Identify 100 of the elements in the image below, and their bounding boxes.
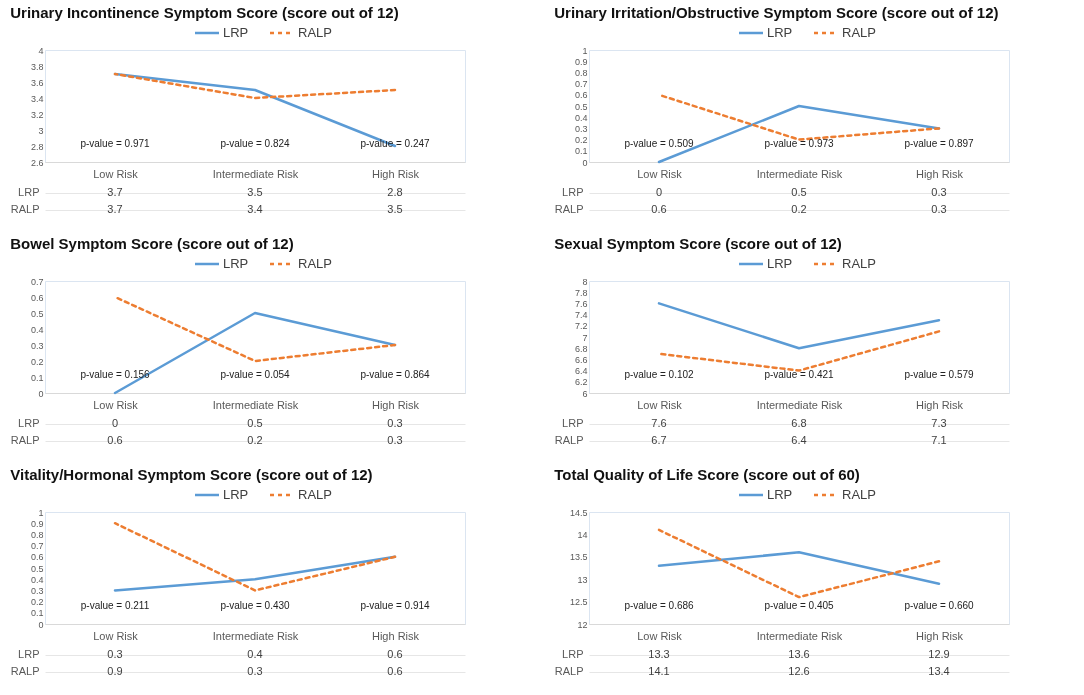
y-tick-label: 13.5 bbox=[569, 552, 588, 563]
data-label: 7.3 bbox=[931, 416, 947, 429]
y-tick-label: 7.4 bbox=[574, 310, 588, 321]
data-label: 0 bbox=[111, 416, 119, 429]
annotation: p-value = 0.211 bbox=[80, 600, 150, 611]
x-tick-label: Low Risk bbox=[637, 398, 683, 411]
text: RALP bbox=[554, 665, 584, 677]
legend-label: LRP bbox=[223, 25, 249, 40]
y-tick-label: 1 bbox=[582, 45, 588, 56]
x-tick-label: Low Risk bbox=[93, 629, 139, 642]
annotation: p-value = 0.973 bbox=[764, 138, 835, 149]
legend-label: RALP bbox=[298, 25, 332, 40]
x-tick-label: High Risk bbox=[371, 398, 420, 411]
text: RALP bbox=[10, 203, 40, 215]
y-tick-label: 12 bbox=[577, 619, 588, 630]
data-label: 0.4 bbox=[247, 647, 263, 660]
annotation: p-value = 0.421 bbox=[764, 369, 835, 380]
data-label: 6.8 bbox=[791, 416, 807, 429]
x-tick-label: High Risk bbox=[915, 629, 964, 642]
data-label: 0.5 bbox=[247, 416, 263, 429]
y-tick-label: 0.4 bbox=[574, 112, 588, 123]
y-tick-label: 6.6 bbox=[574, 354, 588, 365]
y-tick-label: 2.6 bbox=[30, 157, 44, 168]
x-tick-label: High Risk bbox=[371, 629, 420, 642]
annotation: p-value = 0.156 bbox=[80, 369, 151, 380]
text: RALP bbox=[10, 665, 40, 677]
data-label: 0.3 bbox=[931, 202, 947, 215]
data-label: 12.6 bbox=[788, 664, 810, 677]
y-tick-label: 0.6 bbox=[30, 292, 44, 303]
y-tick-label: 0.5 bbox=[30, 563, 44, 574]
x-tick-label: Intermediate Risk bbox=[212, 398, 299, 411]
x-tick-label: Intermediate Risk bbox=[756, 629, 843, 642]
x-tick-label: High Risk bbox=[915, 167, 964, 180]
x-tick-label: Intermediate Risk bbox=[212, 629, 299, 642]
annotation: p-value = 0.054 bbox=[220, 369, 291, 380]
legend-label: RALP bbox=[842, 256, 876, 271]
y-tick-label: 0.2 bbox=[574, 135, 588, 146]
legend-label: RALP bbox=[842, 25, 876, 40]
y-tick-label: 0.7 bbox=[574, 79, 588, 90]
legend-label: RALP bbox=[298, 487, 332, 502]
legend-label: LRP bbox=[223, 256, 249, 271]
chart-title: Vitality/Hormonal Symptom Score (score out of 12) bbox=[10, 466, 373, 483]
text: RALP bbox=[10, 434, 40, 446]
y-tick-label: 7.2 bbox=[574, 321, 588, 332]
y-tick-label: 7 bbox=[582, 332, 588, 343]
data-label: 13.3 bbox=[648, 647, 670, 660]
x-tick-label: Low Risk bbox=[637, 167, 683, 180]
data-label: 12.9 bbox=[928, 647, 950, 660]
data-label: 0.6 bbox=[387, 664, 403, 677]
x-tick-label: Intermediate Risk bbox=[212, 167, 299, 180]
annotation: p-value = 0.971 bbox=[80, 138, 151, 149]
y-tick-label: 0.6 bbox=[30, 552, 44, 563]
y-tick-label: 0.6 bbox=[574, 90, 588, 101]
y-tick-label: 0.2 bbox=[30, 356, 44, 367]
text: LRP bbox=[562, 648, 584, 660]
text: LRP bbox=[562, 186, 584, 198]
y-tick-label: 4 bbox=[38, 45, 44, 56]
y-tick-label: 0.9 bbox=[574, 56, 588, 67]
chart-title: Bowel Symptom Score (score out of 12) bbox=[10, 235, 294, 252]
data-label: 3.7 bbox=[107, 202, 123, 215]
y-tick-label: 0.2 bbox=[30, 597, 44, 608]
data-label: 3.5 bbox=[387, 202, 403, 215]
legend-label: RALP bbox=[842, 487, 876, 502]
y-tick-label: 0.4 bbox=[30, 324, 44, 335]
annotation: p-value = 0.686 bbox=[624, 600, 695, 611]
data-label: 3.5 bbox=[247, 185, 263, 198]
x-tick-label: High Risk bbox=[915, 398, 964, 411]
y-tick-label: 3.4 bbox=[30, 93, 44, 104]
y-tick-label: 0.9 bbox=[30, 518, 44, 529]
y-tick-label: 6.2 bbox=[574, 377, 588, 388]
text: RALP bbox=[554, 203, 584, 215]
x-tick-label: Low Risk bbox=[93, 167, 139, 180]
chart-title: Sexual Symptom Score (score out of 12) bbox=[554, 235, 842, 252]
y-tick-label: 0.1 bbox=[30, 372, 44, 383]
x-tick-label: Intermediate Risk bbox=[756, 167, 843, 180]
data-label: 0.2 bbox=[791, 202, 807, 215]
data-label: 7.1 bbox=[931, 433, 947, 446]
text: LRP bbox=[562, 417, 584, 429]
text: LRP bbox=[18, 648, 40, 660]
y-tick-label: 13 bbox=[577, 574, 588, 585]
y-tick-label: 0.5 bbox=[574, 101, 588, 112]
annotation: p-value = 0.405 bbox=[764, 600, 835, 611]
data-label: 7.6 bbox=[651, 416, 667, 429]
y-tick-label: 3.2 bbox=[30, 109, 44, 120]
data-label: 6.4 bbox=[791, 433, 807, 446]
data-label: 0.5 bbox=[791, 185, 807, 198]
y-tick-label: 0 bbox=[38, 388, 44, 399]
data-label: 2.8 bbox=[387, 185, 403, 198]
y-tick-label: 0.1 bbox=[30, 608, 44, 619]
data-label: 3.4 bbox=[247, 202, 263, 215]
y-tick-label: 7.6 bbox=[574, 298, 588, 309]
legend-label: LRP bbox=[223, 487, 249, 502]
y-tick-label: 3.6 bbox=[30, 77, 44, 88]
annotation: p-value = 0.102 bbox=[624, 369, 695, 380]
y-tick-label: 6 bbox=[582, 388, 588, 399]
legend-label: LRP bbox=[767, 256, 793, 271]
annotation: p-value = 0.430 bbox=[220, 600, 291, 611]
y-tick-label: 0 bbox=[582, 157, 588, 168]
annotation: p-value = 0.897 bbox=[904, 138, 975, 149]
y-tick-label: 7.8 bbox=[574, 287, 588, 298]
